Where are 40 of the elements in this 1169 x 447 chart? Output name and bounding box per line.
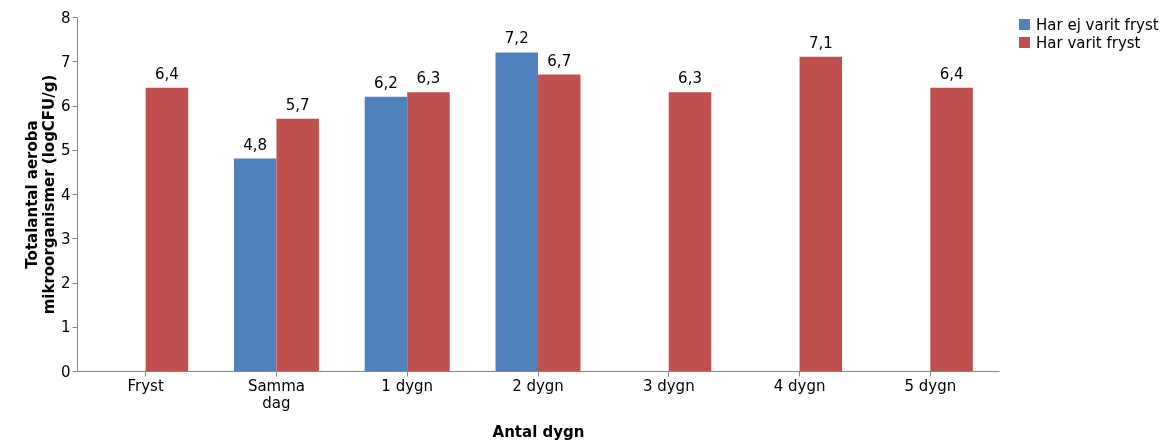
data-label: 6,2 xyxy=(374,73,398,92)
data-label: 4,8 xyxy=(243,135,268,154)
y-tick-label: 2 xyxy=(60,274,71,292)
legend-label: Har ej varit fryst xyxy=(1036,15,1159,34)
data-label: 7,2 xyxy=(504,29,529,48)
bar xyxy=(276,118,319,371)
bar xyxy=(799,56,843,371)
bar xyxy=(538,74,581,371)
bar xyxy=(407,92,450,371)
x-tick-label: 1 dygn xyxy=(381,376,434,395)
y-tick-label: 7 xyxy=(60,52,71,71)
data-label: 6,4 xyxy=(939,64,964,83)
y-tick-label: 0 xyxy=(60,362,71,381)
y-tick-label: 3 xyxy=(60,229,71,248)
y-tick-label: 8 xyxy=(60,8,71,27)
y-tick-label: 6 xyxy=(60,97,71,115)
bar xyxy=(145,87,189,371)
x-axis-title: Antal dygn xyxy=(492,422,585,441)
x-tick-label: 4 dygn xyxy=(773,376,826,395)
y-tick-label: 5 xyxy=(60,141,71,160)
bar xyxy=(364,96,408,371)
x-tick-label: Fryst xyxy=(127,376,164,395)
data-label: 6,4 xyxy=(154,64,179,83)
bar xyxy=(495,52,538,371)
x-tick-label: 3 dygn xyxy=(642,376,695,395)
data-label: 6,3 xyxy=(678,69,702,88)
legend-label: Har varit fryst xyxy=(1036,33,1141,52)
x-tick-label: 2 dygn xyxy=(512,376,564,395)
x-tick-label: 5 dygn xyxy=(904,376,957,395)
data-label: 6,7 xyxy=(547,51,572,70)
bar xyxy=(233,158,277,371)
y-tick-label: 1 xyxy=(60,318,71,337)
bar xyxy=(668,92,712,371)
data-label: 6,3 xyxy=(416,69,441,88)
y-tick-label: 4 xyxy=(60,185,71,204)
x-tick-label: Samma dag xyxy=(247,376,306,412)
data-label: 5,7 xyxy=(285,95,310,114)
bar xyxy=(930,87,973,371)
data-label: 7,1 xyxy=(808,33,833,52)
y-axis-title: Totalantal aeroba mikroorganismer (logCFU/g) xyxy=(22,74,58,315)
